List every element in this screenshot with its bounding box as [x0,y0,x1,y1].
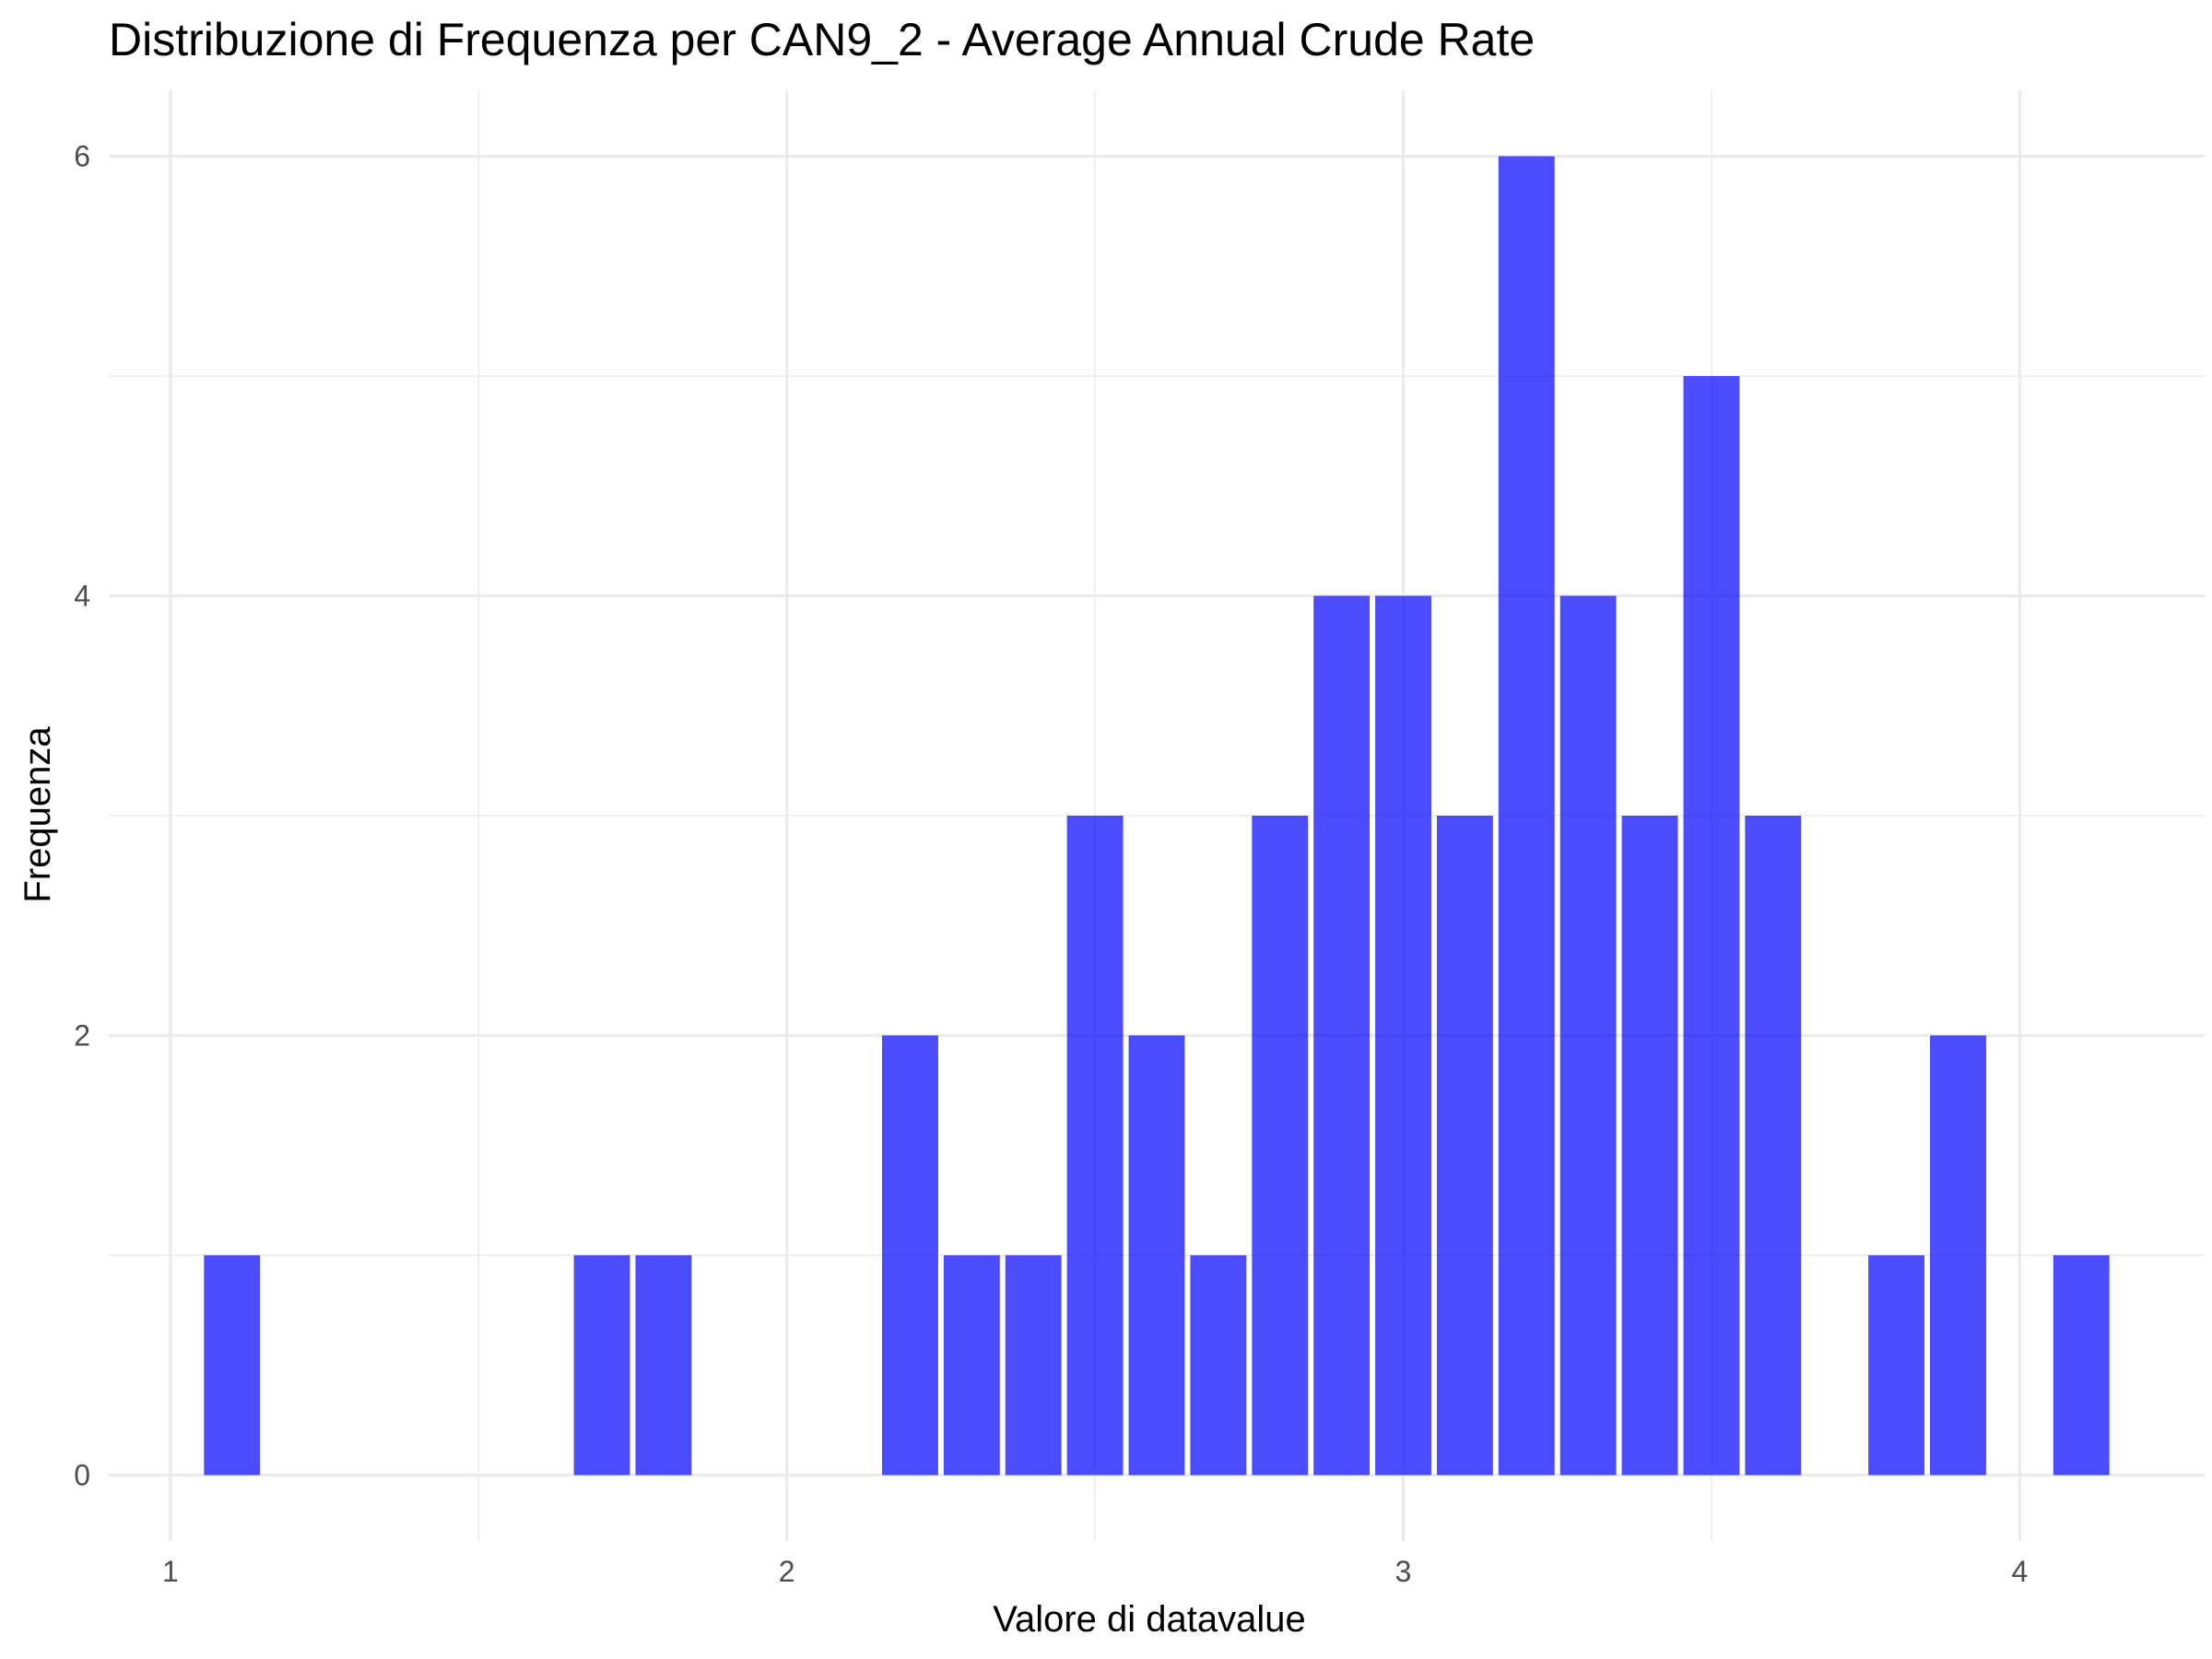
histogram-bar [1559,595,1617,1476]
y-tick-label: 6 [74,140,90,173]
histogram-bar [1066,816,1124,1476]
x-axis-title: Valore di datavalue [993,1599,1306,1640]
histogram-bar [1252,816,1309,1476]
x-axis-ticks: 1 2 3 4 [162,1555,2028,1588]
histogram-bar [204,1254,261,1476]
histogram-bar [635,1254,692,1476]
histogram-bar [1621,816,1678,1476]
histogram-bar [1930,1035,1986,1476]
histogram-bar [1005,1254,1062,1476]
histogram-bar [1313,595,1371,1476]
histogram-bar [1683,376,1740,1476]
histogram-bar [1868,1254,1925,1476]
histogram-bar [1375,595,1431,1476]
chart-title: Distribuzione di Frequenza per CAN9_2 - … [109,14,1535,65]
histogram-bar [1498,156,1555,1476]
y-tick-label: 4 [74,580,90,613]
histogram-bar [1745,816,1802,1476]
y-axis-ticks: 0 2 4 6 [74,140,90,1492]
bars [204,156,2110,1476]
y-tick-label: 2 [74,1018,90,1052]
histogram-bar [1190,1254,1247,1476]
x-tick-label: 4 [2011,1555,2028,1588]
x-tick-label: 3 [1395,1555,1412,1588]
grid [109,90,2205,1541]
histogram-bar [882,1035,938,1476]
histogram-bar [573,1254,630,1476]
y-axis-title: Frequenza [18,726,58,903]
histogram-bar [1436,816,1493,1476]
histogram-bar [943,1254,1000,1476]
histogram-bar [1128,1035,1185,1476]
histogram-bar [2053,1254,2110,1476]
y-tick-label: 0 [74,1458,90,1491]
x-tick-label: 1 [162,1555,179,1588]
x-tick-label: 2 [779,1555,795,1588]
